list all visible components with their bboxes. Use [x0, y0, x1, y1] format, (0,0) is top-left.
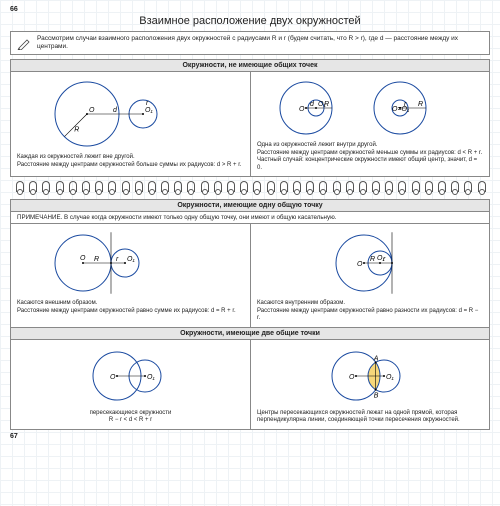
svg-text:O: O	[80, 255, 86, 262]
svg-text:d: d	[310, 101, 315, 108]
section-head-nocommon: Окружности, не имеющие общих точек	[10, 59, 490, 72]
page-number-bottom: 67	[10, 433, 490, 440]
spiral-binding	[10, 180, 490, 196]
svg-text:A: A	[373, 355, 379, 362]
svg-text:O=O₁: O=O₁	[392, 106, 410, 113]
svg-text:O₁: O₁	[127, 256, 135, 263]
section-head-twocommon: Окружности, имеющие две общие точки	[10, 328, 490, 340]
fig-external: OO₁dRr	[17, 76, 244, 152]
fig-tangent-ext: O O₁ Rr	[17, 228, 244, 298]
svg-text:d: d	[113, 107, 118, 114]
cell-onecommon-right: OO₁Rr Касаются внутренним образом.Рассто…	[250, 224, 489, 327]
fig-intersect-right: A B O O₁	[257, 344, 483, 408]
fig-intersect-left: O O₁	[17, 344, 244, 408]
svg-text:R: R	[94, 256, 99, 263]
row-twocommon: O O₁ пересекающиеся окружностиR − r < d <…	[10, 340, 490, 430]
fig-nested: OO₁dRO=O₁rR	[257, 76, 483, 140]
svg-text:R: R	[370, 256, 375, 263]
cap: Центры пересекающихся окружностей лежат …	[257, 410, 483, 425]
svg-text:B: B	[374, 392, 379, 399]
page-number-top: 66	[10, 6, 490, 13]
cap: Касаются внешним образом.Расстояние межд…	[17, 300, 244, 315]
page-title: Взаимное расположение двух окружностей	[10, 15, 490, 27]
fig-tangent-int: OO₁Rr	[257, 228, 483, 298]
svg-text:O₁: O₁	[147, 374, 155, 381]
cap: пересекающиеся окружностиR − r < d < R +…	[17, 410, 244, 425]
svg-text:O: O	[299, 106, 305, 113]
svg-text:r: r	[383, 256, 386, 263]
svg-text:O: O	[349, 374, 355, 381]
svg-text:O: O	[357, 261, 363, 268]
cap: Одна из окружностей лежит внутри другой.…	[257, 142, 483, 172]
intro-text: Рассмотрим случаи взаимного расположения…	[37, 35, 483, 51]
pencil-icon	[17, 36, 31, 50]
svg-text:O: O	[110, 374, 116, 381]
section-head-onecommon: Окружности, имеющие одну общую точку	[10, 199, 490, 212]
svg-text:O: O	[89, 107, 95, 114]
cap: Каждая из окружностей лежит вне другой.Р…	[17, 154, 244, 169]
svg-text:R: R	[324, 101, 329, 108]
cell-nocommon-right: OO₁dRO=O₁rR Одна из окружностей лежит вн…	[250, 72, 489, 176]
svg-text:O₁: O₁	[145, 107, 153, 114]
cell-nocommon-left: OO₁dRr Каждая из окружностей лежит вне д…	[11, 72, 250, 176]
cell-onecommon-left: O O₁ Rr Касаются внешним образом.Расстояни…	[11, 224, 250, 327]
svg-text:r: r	[116, 256, 119, 263]
cap: Касаются внутренним образом.Расстояние м…	[257, 300, 483, 323]
svg-text:O₁: O₁	[386, 374, 394, 381]
cell-twocommon-left: O O₁ пересекающиеся окружностиR − r < d <…	[11, 340, 250, 429]
svg-text:R: R	[74, 127, 79, 134]
cell-twocommon-right: A B O O₁ Центры пересекающихся окружностей …	[250, 340, 489, 429]
svg-text:R: R	[418, 101, 423, 108]
intro-box: Рассмотрим случаи взаимного расположения…	[10, 31, 490, 55]
note-onecommon: ПРИМЕЧАНИЕ. В случае когда окружности им…	[10, 212, 490, 224]
row-nocommon: OO₁dRr Каждая из окружностей лежит вне д…	[10, 72, 490, 177]
row-onecommon: O O₁ Rr Касаются внешним образом.Расстояни…	[10, 224, 490, 328]
